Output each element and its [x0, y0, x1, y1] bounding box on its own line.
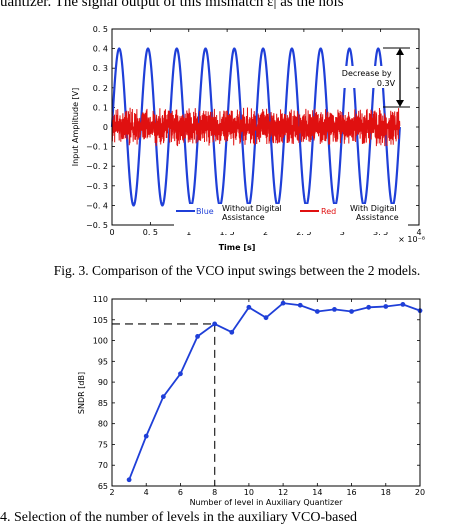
- fig4-chart: 2 4 6 8 10 12 14 16 18 2065707580859095100105110 …: [77, 295, 425, 506]
- fig3-y-tick-label: −0. 3: [86, 182, 108, 191]
- fig3-x-tick-label: 2: [263, 228, 268, 237]
- fig3-x-axis-label: Time [s]: [219, 243, 256, 252]
- fig3-x-tick-label: 3: [340, 228, 345, 237]
- fig4-point: [366, 304, 372, 310]
- fig3-y-tick-label: 0: [103, 123, 108, 132]
- fig4-y-tick-label: 85: [98, 399, 108, 408]
- fig4-x-tick-label: 14: [312, 488, 322, 497]
- fig4-plot-frame: [111, 298, 421, 487]
- fig3-caption: Fig. 3. Comparison of the VCO input swin…: [53, 263, 421, 278]
- fig3-x-tick-label: 1: [186, 228, 191, 237]
- fig3-y-tick-label: −0. 1: [86, 143, 108, 152]
- fig4-point: [143, 433, 149, 439]
- legend-label-red: Red: [321, 207, 336, 216]
- fig4-reference-lines: [112, 323, 216, 486]
- fig3-chart: 0 0. 5 1 1. 5 2 2. 5 3 3. 5 4 −0. 5 −0. 4 −0. 3 −0. …: [71, 25, 425, 252]
- fig4-series: [126, 300, 423, 483]
- fig4-x-tick-label: 20: [415, 488, 425, 497]
- fig3-y-tick-label: −0. 4: [86, 201, 108, 210]
- annotation-text: Decrease by 0.3V: [342, 69, 396, 88]
- legend-desc-blue: Without Digital Assistance: [222, 204, 284, 222]
- fig3-series-red: [111, 107, 401, 147]
- body-text-top: uantizer. The signal output of this mism…: [0, 0, 344, 10]
- fig4-y-tick-label: 110: [93, 295, 108, 304]
- fig3-x-tick-label: 0: [109, 228, 114, 237]
- fig4-line: [128, 302, 421, 481]
- fig4-point: [280, 300, 286, 306]
- fig4-point: [246, 304, 252, 310]
- fig4-y-tick-label: 80: [98, 420, 108, 429]
- fig3-y-tick-label: 0. 2: [93, 84, 108, 93]
- fig3-y-tick-label: 0. 5: [93, 25, 108, 34]
- fig4-x-tick-label: 16: [346, 488, 356, 497]
- fig3-y-tick-label: 0. 4: [93, 45, 108, 54]
- body-text-bottom: 4. Selection of the number of levels in …: [0, 510, 358, 525]
- fig3-x-tick-label: 0. 5: [143, 228, 158, 237]
- fig4-y-tick-label: 75: [98, 440, 108, 449]
- legend-box: [174, 204, 408, 232]
- fig3-y-tick-label: 0. 1: [93, 103, 108, 112]
- fig4-point: [332, 306, 337, 312]
- annotation-arrow-head-up: [396, 48, 404, 55]
- fig3-y-tick-label: −0. 2: [86, 162, 108, 171]
- fig4-x-tick-label: 2: [109, 488, 114, 497]
- fig4-y-tick-label: 90: [98, 378, 108, 387]
- fig4-y-axis-label: SNDR [dB]: [77, 372, 86, 414]
- annotation-box: [333, 66, 395, 88]
- fig4-point: [314, 309, 320, 314]
- fig4-y-tick-label: 105: [93, 316, 108, 325]
- fig4-y-tick-label: 65: [98, 482, 108, 491]
- fig4-point: [400, 302, 406, 307]
- fig4-point: [195, 334, 200, 339]
- fig3-y-tick-label: 0. 3: [93, 64, 108, 73]
- fig4-x-tick-label: 12: [278, 488, 288, 497]
- fig4-point: [178, 371, 183, 377]
- fig4-point: [229, 329, 235, 335]
- fig4-x-tick-label: 4: [144, 488, 149, 497]
- fig4-y-tick-label: 70: [98, 461, 108, 470]
- fig3-x-exponent: × 10⁻⁸: [398, 235, 425, 244]
- annotation-arrow-head-down: [396, 100, 404, 107]
- fig4-x-tick-label: 10: [244, 488, 254, 497]
- fig3-y-axis-label: Input Amplitude [V]: [71, 88, 80, 167]
- fig4-y-tick-label: 95: [98, 357, 108, 366]
- fig4-point: [349, 309, 354, 314]
- fig3-x-tick-label: 1. 5: [219, 228, 234, 237]
- legend-label-blue: Blue: [196, 207, 214, 216]
- fig4-x-tick-label: 18: [381, 488, 391, 497]
- fig4-point: [263, 315, 269, 321]
- fig4-point: [212, 321, 218, 327]
- fig4-point: [297, 302, 303, 308]
- fig4-x-tick-label: 8: [212, 488, 217, 497]
- fig3-x-tick-label: 2. 5: [296, 228, 311, 237]
- fig3-x-tick-label: 4: [416, 228, 421, 237]
- fig4-x-tick-label: 6: [178, 488, 183, 497]
- fig4-x-axis-label: Number of level in Auxiliary Quantizer: [190, 498, 344, 506]
- fig4-y-tick-label: 100: [93, 337, 108, 346]
- fig4-tick-group: 2 4 6 8 10 12 14 16 18 20 65 70 75 80 85 90 95 100 105 110: [93, 295, 425, 497]
- fig4-point: [160, 394, 166, 400]
- fig4-point: [383, 304, 389, 309]
- fig3-line-red: [111, 107, 401, 147]
- legend-desc-red: With Digital Assistance: [350, 204, 399, 222]
- fig3-y-tick-label: −0. 5: [86, 221, 108, 230]
- fig4-point: [126, 477, 132, 483]
- fig3-x-tick-label: 3. 5: [373, 228, 388, 237]
